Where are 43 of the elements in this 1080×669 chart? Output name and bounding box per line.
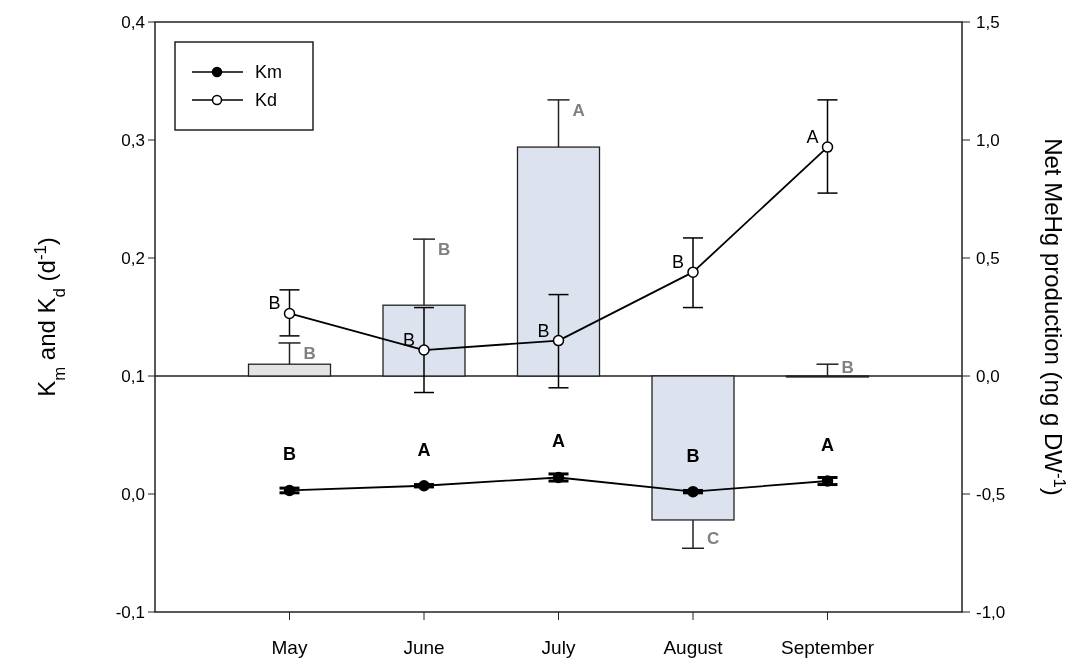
- data-label: A: [806, 127, 819, 148]
- y-tick-label: 0,4: [121, 12, 145, 32]
- data-label: B: [671, 252, 684, 273]
- y2-tick-label: 0,5: [976, 248, 1000, 268]
- x-tick-label: July: [541, 637, 576, 658]
- data-label: B: [268, 293, 281, 314]
- point: [283, 307, 296, 320]
- data-label: B: [686, 445, 700, 466]
- data-label: A: [572, 100, 585, 120]
- y-tick-label: 0,2: [121, 248, 145, 268]
- y2-tick-label: -1,0: [976, 602, 1006, 622]
- point: [283, 484, 296, 497]
- y2-tick-label: -0,5: [976, 484, 1006, 504]
- y-tick-label: 0,3: [121, 130, 145, 150]
- data-label: B: [438, 240, 451, 260]
- point: [687, 266, 699, 278]
- y2-tick-label: 0,0: [976, 366, 1000, 386]
- point: [821, 475, 834, 487]
- point: [821, 141, 834, 153]
- data-label: B: [841, 358, 854, 377]
- legend-label: Km: [255, 62, 282, 83]
- y-tick-label: 0,1: [121, 366, 145, 386]
- y2-tick-label: 1,0: [976, 130, 1000, 150]
- y-tick-label: -0,1: [115, 602, 145, 622]
- data-label: A: [821, 435, 834, 456]
- y2-tick-label: 1,5: [976, 12, 1000, 32]
- x-tick-label: September: [781, 637, 875, 658]
- y-tick-label: 0,0: [121, 484, 145, 504]
- data-label: A: [552, 431, 565, 452]
- legend-label: Kd: [255, 90, 278, 111]
- data-label: B: [283, 444, 296, 465]
- data-label: B: [303, 343, 316, 363]
- data-label: A: [417, 439, 431, 460]
- x-tick-label: June: [403, 637, 445, 658]
- point: [418, 344, 430, 356]
- point: [418, 479, 430, 492]
- data-label: C: [707, 529, 720, 549]
- data-label: B: [537, 320, 550, 341]
- x-tick-label: August: [663, 637, 724, 658]
- point: [552, 334, 565, 347]
- point: [687, 485, 699, 498]
- point: [552, 471, 565, 484]
- x-tick-label: May: [271, 637, 308, 658]
